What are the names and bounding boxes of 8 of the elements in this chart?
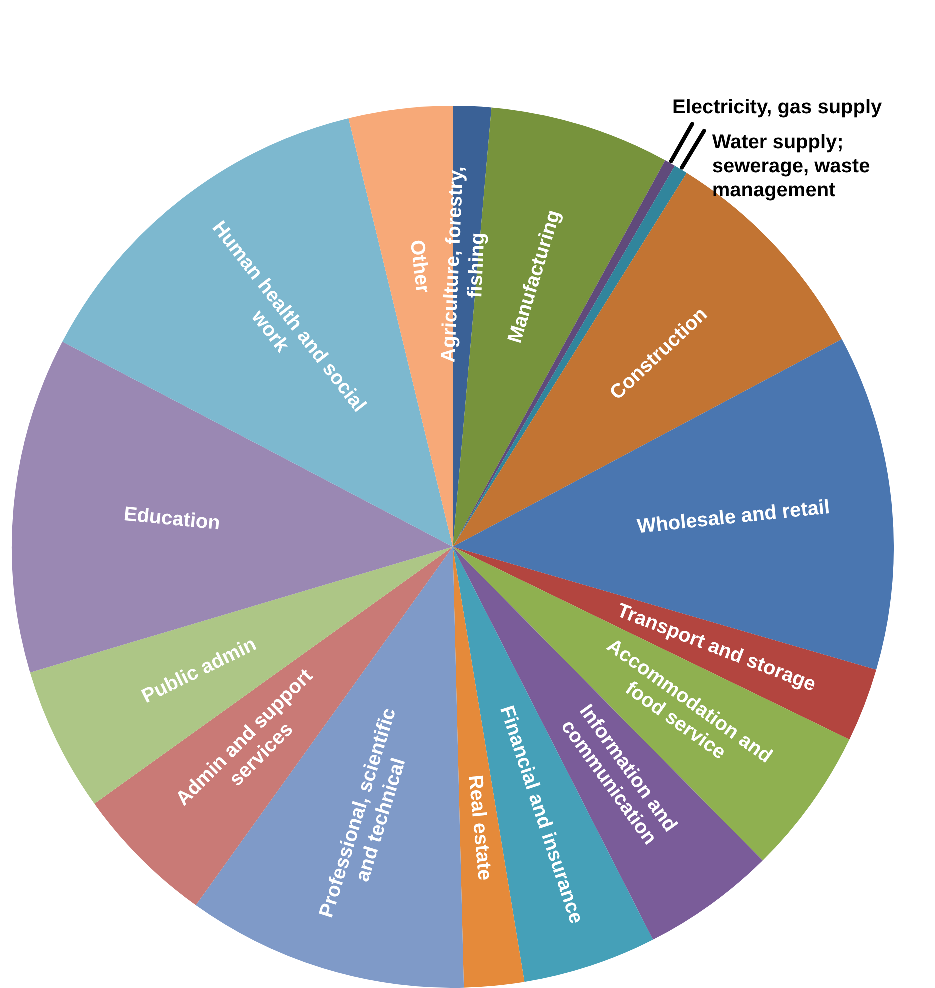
slice-label: Water supply; sewerage, waste management	[712, 132, 870, 202]
slice-label: Electricity, gas supply	[672, 96, 884, 119]
slice-label: Agriculture, forestry, fishing	[438, 166, 490, 364]
slice-label: Other	[406, 238, 434, 295]
slice-label: Public admin	[138, 633, 260, 708]
slice-label: Education	[122, 503, 222, 535]
slice-label: Real estate	[464, 774, 496, 882]
slice-label: Wholesale and retail	[636, 496, 831, 538]
